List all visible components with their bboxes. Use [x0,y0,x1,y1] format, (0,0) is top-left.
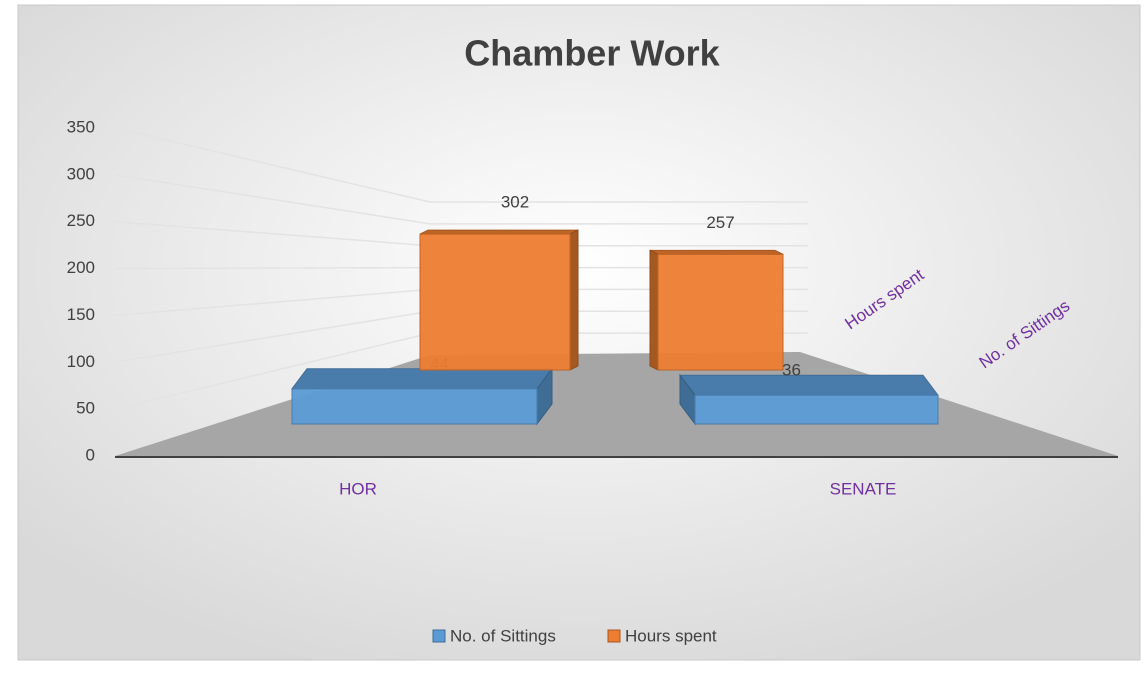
bar [694,394,939,425]
value-label: 257 [706,213,734,232]
y-tick-label: 0 [86,445,95,464]
value-label: 36 [782,361,801,380]
y-tick-label: 150 [67,305,95,324]
x-tick-label: HOR [339,479,377,498]
bar [291,388,538,425]
bar [419,233,571,371]
y-tick-label: 50 [76,399,95,418]
chart-title: Chamber Work [464,33,720,74]
grid-line [114,174,808,225]
value-label: 302 [501,193,529,212]
grid-line [114,127,808,203]
y-tick-label: 100 [67,352,95,371]
y-tick-label: 300 [67,164,95,183]
bar-side [569,229,579,371]
bar-top [419,229,579,235]
x-tick-label: SENATE [830,479,897,498]
bar [657,253,784,371]
legend-label: Hours spent [625,626,717,645]
y-tick-label: 200 [67,258,95,277]
legend-swatch [432,629,446,643]
legend-label: No. of Sittings [450,626,556,645]
legend-swatch [607,629,621,643]
bar-top [679,374,939,396]
bar-side [649,249,659,371]
y-tick-label: 350 [67,117,95,136]
y-tick-label: 250 [67,211,95,230]
bar-top [649,249,784,255]
bar-top [291,368,553,390]
